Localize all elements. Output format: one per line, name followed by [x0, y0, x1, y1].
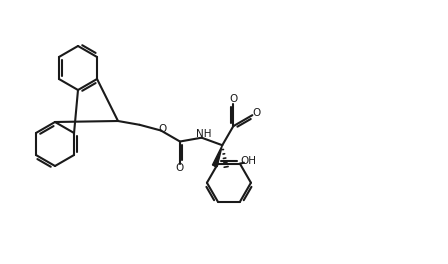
Text: OH: OH [240, 156, 256, 166]
Text: O: O [176, 163, 184, 172]
Text: NH: NH [196, 129, 211, 139]
Text: O: O [229, 94, 237, 104]
Polygon shape [212, 145, 222, 167]
Text: O: O [252, 108, 260, 118]
Text: O: O [159, 124, 167, 134]
